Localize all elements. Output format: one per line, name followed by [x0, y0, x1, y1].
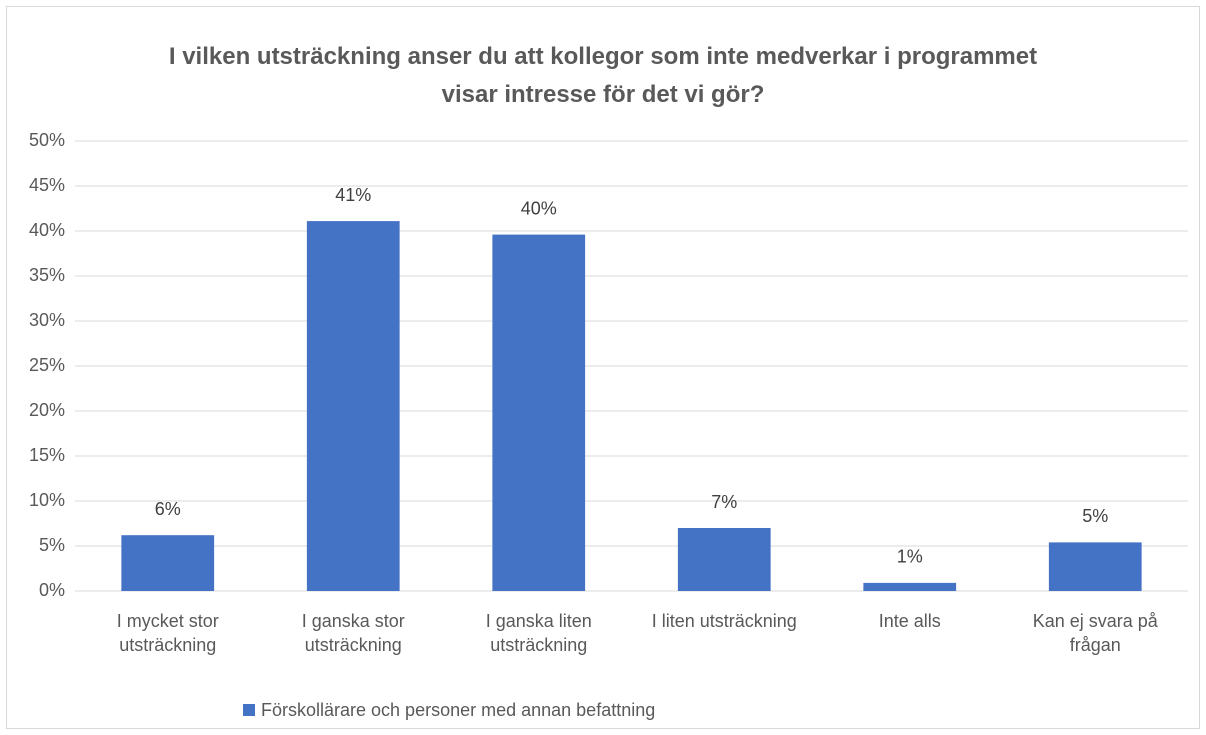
legend-label: Förskollärare och personer med annan bef…: [261, 700, 655, 720]
data-label: 5%: [1082, 506, 1108, 526]
bar: [121, 535, 215, 591]
y-tick-label: 35%: [29, 265, 65, 285]
y-tick-label: 10%: [29, 490, 65, 510]
y-tick-label: 5%: [39, 535, 65, 555]
data-label: 41%: [335, 185, 371, 205]
legend-swatch: [243, 704, 255, 716]
bar: [1048, 542, 1142, 591]
data-label: 1%: [897, 547, 923, 567]
bar: [863, 582, 957, 591]
y-tick-label: 0%: [39, 580, 65, 600]
data-label: 7%: [711, 492, 737, 512]
y-tick-label: 45%: [29, 175, 65, 195]
x-tick-label: I mycket stor utsträckning: [116, 611, 219, 655]
data-label: 6%: [155, 499, 181, 519]
data-label: 40%: [521, 198, 557, 218]
bar: [677, 528, 771, 591]
y-tick-label: 20%: [29, 400, 65, 420]
y-tick-label: 40%: [29, 220, 65, 240]
x-tick-label: I ganska liten utsträckning: [485, 611, 592, 655]
x-tick-label: I liten utsträckning: [651, 611, 797, 631]
x-tick-label: Inte alls: [878, 611, 941, 631]
y-tick-label: 25%: [29, 355, 65, 375]
bar: [306, 221, 400, 591]
y-tick-label: 50%: [29, 130, 65, 150]
x-tick-label: I ganska stor utsträckning: [301, 611, 405, 655]
chart-border: [6, 6, 1200, 729]
y-tick-label: 30%: [29, 310, 65, 330]
y-tick-label: 15%: [29, 445, 65, 465]
chart-title: I vilken utsträckning anser du att kolle…: [168, 43, 1038, 108]
x-tick-label: Kan ej svara på frågan: [1032, 611, 1158, 655]
bar: [492, 234, 586, 591]
